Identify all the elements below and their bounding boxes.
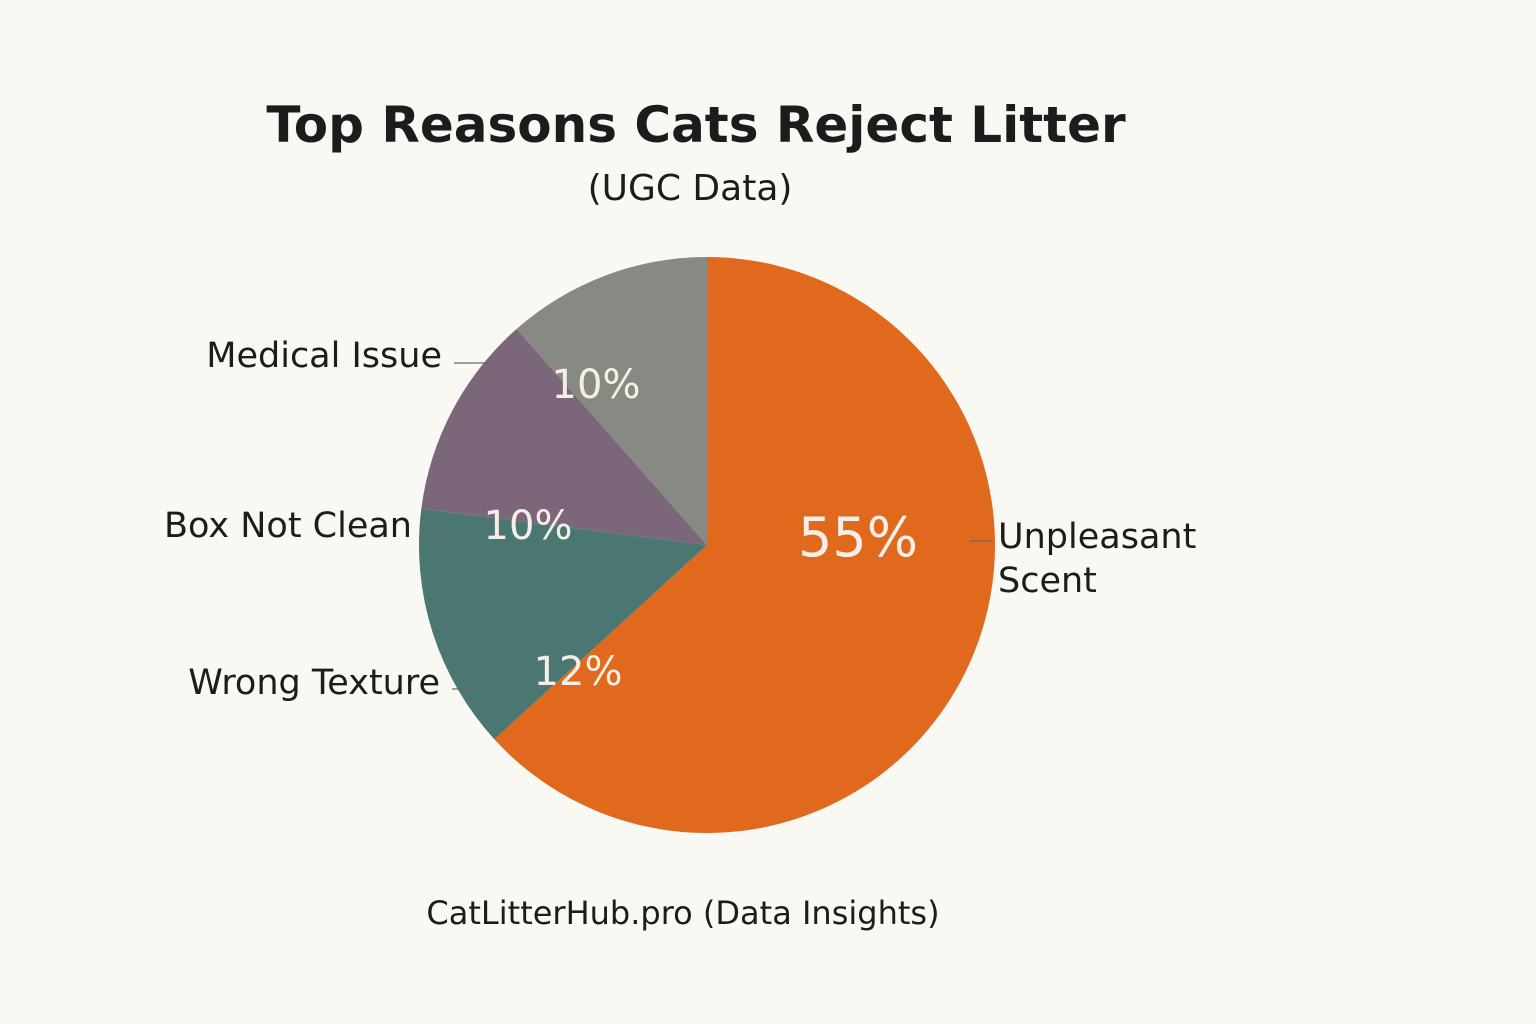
chart-title: Top Reasons Cats Reject Litter <box>266 96 1126 154</box>
slice-percentage-label: 10% <box>484 503 573 549</box>
pie-slices <box>419 257 995 834</box>
slice-category-label: Box Not Clean <box>164 506 412 546</box>
pie-slice <box>419 508 707 740</box>
leader-lines <box>422 362 992 690</box>
chart-subtitle: (UGC Data) <box>588 168 793 209</box>
pie-slice <box>421 328 707 545</box>
slice-percentage-label: 55% <box>798 506 918 569</box>
slice-category-label: Unpleasant <box>998 517 1196 557</box>
slice-percentage-label: 10% <box>552 362 641 408</box>
percentage-labels: 55% 12% 10% 10% <box>484 362 918 695</box>
pie-slice <box>494 257 995 834</box>
slice-category-label: Medical Issue <box>206 336 442 376</box>
source-credit: CatLitterHub.pro (Data Insights) <box>426 894 939 932</box>
slice-percentage-label: 12% <box>534 649 623 695</box>
pie-slice <box>516 257 707 545</box>
slice-category-label: Wrong Texture <box>188 663 440 703</box>
slice-category-label: Scent <box>998 561 1097 601</box>
